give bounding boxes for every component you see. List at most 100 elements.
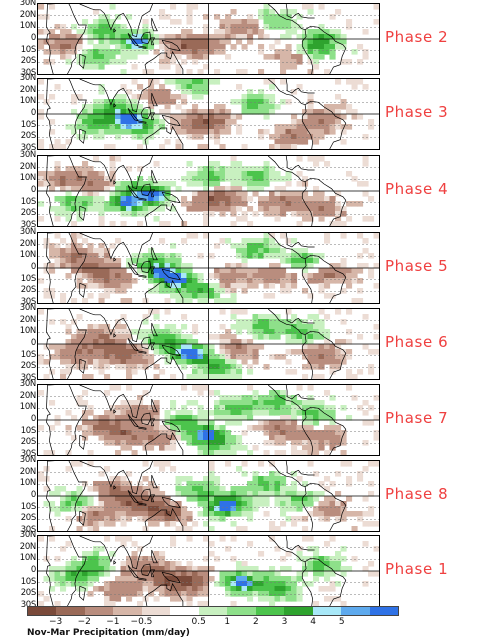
anomaly-cell xyxy=(192,129,199,135)
anomaly-cell xyxy=(236,69,243,74)
anomaly-cell xyxy=(82,374,89,379)
anomaly-cell xyxy=(137,44,144,50)
anomaly-cell xyxy=(263,248,270,254)
anomaly-cell xyxy=(175,124,182,130)
anomaly-cell xyxy=(181,293,188,299)
coastline xyxy=(151,246,158,261)
anomaly-cell xyxy=(230,211,237,217)
anomaly-cell xyxy=(126,14,133,20)
anomaly-cell xyxy=(164,354,171,360)
anomaly-cell xyxy=(93,273,100,279)
anomaly-cell xyxy=(307,293,314,299)
anomaly-cell xyxy=(329,354,336,360)
anomaly-cell xyxy=(170,374,177,379)
anomaly-cell xyxy=(214,119,221,125)
anomaly-cell xyxy=(236,34,243,40)
anomaly-cell xyxy=(252,445,259,451)
anomaly-cell xyxy=(214,69,221,74)
anomaly-cell xyxy=(82,390,89,396)
anomaly-cell xyxy=(307,314,314,320)
anomaly-cell xyxy=(159,576,166,582)
anomaly-cell xyxy=(126,349,133,355)
anomaly-cell xyxy=(302,124,309,130)
anomaly-cell xyxy=(258,405,265,411)
anomaly-cell xyxy=(252,400,259,406)
legend-tick-label: −2 xyxy=(77,617,91,627)
anomaly-cell xyxy=(192,134,199,140)
anomaly-cell xyxy=(43,49,50,55)
anomaly-cell xyxy=(76,571,83,577)
anomaly-cell xyxy=(170,293,177,299)
anomaly-cell xyxy=(142,191,149,197)
anomaly-cell xyxy=(236,248,243,254)
anomaly-cell xyxy=(87,181,94,187)
anomaly-cell xyxy=(126,104,133,110)
anomaly-cell xyxy=(274,576,281,582)
anomaly-cell xyxy=(104,253,111,259)
phase-label: Phase 2 xyxy=(385,28,449,46)
anomaly-cell xyxy=(181,566,188,572)
anomaly-cell xyxy=(93,344,100,350)
anomaly-cell xyxy=(291,124,298,130)
anomaly-cell xyxy=(137,84,144,90)
anomaly-cell xyxy=(362,156,369,162)
anomaly-cell xyxy=(186,586,193,592)
anomaly-cell xyxy=(137,496,144,502)
anomaly-cell xyxy=(247,506,254,512)
anomaly-cell xyxy=(247,405,254,411)
anomaly-cell xyxy=(76,581,83,587)
anomaly-cell xyxy=(170,124,177,130)
anomaly-cell xyxy=(291,201,298,207)
anomaly-cell xyxy=(148,556,155,562)
anomaly-cell xyxy=(351,109,358,115)
anomaly-cell xyxy=(109,359,116,365)
anomaly-cell xyxy=(197,581,204,587)
anomaly-cell xyxy=(142,511,149,517)
anomaly-cell xyxy=(269,329,276,335)
anomaly-cell xyxy=(263,293,270,299)
anomaly-cell xyxy=(208,471,215,477)
anomaly-cell xyxy=(137,430,144,436)
anomaly-cell xyxy=(329,119,336,125)
anomaly-cell xyxy=(335,425,342,431)
anomaly-cell xyxy=(148,501,155,507)
anomaly-cell xyxy=(274,54,281,60)
anomaly-cell xyxy=(49,293,56,299)
anomaly-cell xyxy=(197,39,204,45)
anomaly-cell xyxy=(280,14,287,20)
anomaly-cell xyxy=(181,420,188,426)
anomaly-cell xyxy=(252,243,259,249)
anomaly-cell xyxy=(274,19,281,25)
anomaly-cell xyxy=(164,14,171,20)
anomaly-cell xyxy=(82,29,89,35)
anomaly-cell xyxy=(324,349,331,355)
anomaly-cell xyxy=(291,491,298,497)
anomaly-cell xyxy=(197,134,204,140)
anomaly-cell xyxy=(137,581,144,587)
anomaly-cell xyxy=(274,324,281,330)
anomaly-cell xyxy=(296,134,303,140)
anomaly-cell xyxy=(192,400,199,406)
anomaly-cell xyxy=(313,359,320,365)
anomaly-cell xyxy=(131,440,138,446)
anomaly-cell xyxy=(186,430,193,436)
anomaly-cell xyxy=(186,34,193,40)
anomaly-cell xyxy=(263,283,270,289)
anomaly-cell xyxy=(313,314,320,320)
anomaly-cell xyxy=(192,34,199,40)
coastline xyxy=(113,180,117,185)
anomaly-cell xyxy=(230,364,237,370)
anomaly-cell xyxy=(340,233,347,239)
anomaly-cell xyxy=(93,129,100,135)
anomaly-cell xyxy=(148,410,155,416)
coastline xyxy=(161,191,181,204)
anomaly-cell xyxy=(291,114,298,120)
anomaly-cell xyxy=(346,24,353,30)
anomaly-cell xyxy=(318,511,325,517)
coastline xyxy=(144,216,148,226)
anomaly-cell xyxy=(197,176,204,182)
coastline xyxy=(79,79,153,113)
anomaly-cell xyxy=(291,64,298,70)
anomaly-cell xyxy=(131,435,138,441)
anomaly-cell xyxy=(296,84,303,90)
